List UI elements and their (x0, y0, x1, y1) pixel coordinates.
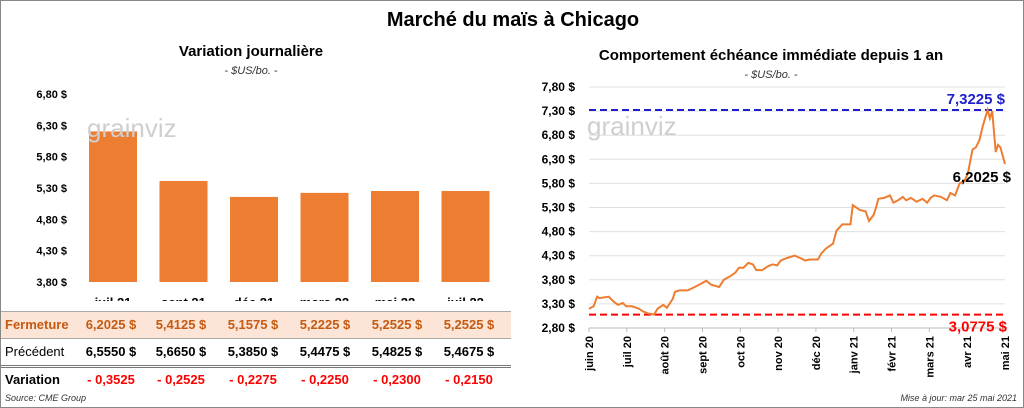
x-tick-label: juin 20 (584, 336, 596, 372)
table-cell: 6,5550 $ (85, 344, 137, 359)
table-cell: 5,4825 $ (371, 344, 423, 359)
last-label: 6,2025 $ (953, 169, 1012, 186)
table-cell: - 0,3525 (87, 372, 135, 387)
x-tick-label: oct 20 (735, 336, 747, 368)
y-tick-label: 5,30 $ (36, 183, 67, 195)
table-row-variation: Variation - 0,3525 - 0,2525 - 0,2275 - 0… (1, 367, 511, 393)
table-cell: 5,3850 $ (227, 344, 279, 359)
table-row-precedent: Précédent 6,5550 $ 5,6650 $ 5,3850 $ 5,4… (1, 339, 511, 368)
table-cell: 5,2525 $ (443, 317, 495, 332)
y-tick-label: 6,30 $ (542, 152, 576, 166)
grainviz-watermark-right: grainviz (587, 111, 677, 141)
table-cell: 5,2225 $ (299, 317, 351, 332)
row-label: Précédent (5, 344, 65, 359)
x-tick-label: mai 22 (375, 295, 415, 301)
table-cell: 5,6650 $ (155, 344, 207, 359)
y-tick-label: 5,30 $ (542, 201, 576, 215)
y-tick-label: 4,80 $ (542, 225, 576, 239)
left-unit: - $US/bo. - (224, 65, 278, 77)
y-tick-label: 5,80 $ (36, 152, 67, 164)
table-cell: 6,2025 $ (85, 317, 137, 332)
price-line (588, 106, 1006, 316)
x-tick-label: juil 20 (622, 336, 634, 368)
table-cell: - 0,2250 (301, 372, 349, 387)
x-tick-label: janv 21 (849, 336, 861, 374)
row-label: Fermeture (5, 317, 69, 332)
y-tick-label: 4,80 $ (36, 214, 67, 226)
y-tick-label: 4,30 $ (36, 246, 67, 258)
x-tick-label: nov 20 (773, 336, 785, 371)
table-cell: 5,4675 $ (443, 344, 495, 359)
x-tick-label: mars 22 (300, 295, 349, 301)
y-tick-label: 7,80 $ (542, 80, 576, 94)
right-unit: - $US/bo. - (744, 69, 798, 81)
max-label: 7,3225 $ (947, 91, 1006, 108)
table-cell: 5,4125 $ (155, 317, 207, 332)
x-tick-label: févr 21 (887, 336, 899, 371)
table-cell: 5,4475 $ (299, 344, 351, 359)
table-cell: - 0,2300 (373, 372, 421, 387)
table-row-fermeture: Fermeture 6,2025 $ 5,4125 $ 5,1575 $ 5,2… (1, 311, 511, 339)
table-cell: - 0,2275 (229, 372, 277, 387)
bar (441, 190, 490, 282)
y-tick-label: 3,80 $ (542, 273, 576, 287)
min-label: 3,0775 $ (949, 319, 1008, 336)
y-tick-label: 5,80 $ (542, 176, 576, 190)
x-tick-label: avr 21 (962, 336, 974, 368)
x-tick-label: déc 21 (234, 295, 274, 301)
update-note: Mise à jour: mar 25 mai 2021 (900, 393, 1017, 403)
bar (300, 192, 349, 282)
y-tick-label: 6,80 $ (542, 128, 576, 142)
x-tick-label: mai 21 (1000, 336, 1012, 370)
bar (159, 180, 208, 282)
grainviz-watermark-left: grainviz (87, 113, 177, 143)
table-cell: 5,2525 $ (371, 317, 423, 332)
line-chart: 2,80 $ 3,30 $ 3,80 $ 4,30 $ 4,80 $ 5,30 $ 5,80… (542, 80, 1012, 378)
x-tick-label: déc 20 (811, 336, 823, 370)
table-cell: - 0,2150 (445, 372, 493, 387)
y-tick-label: 4,30 $ (542, 249, 576, 263)
bar (230, 196, 278, 282)
y-tick-label: 6,80 $ (36, 89, 67, 101)
y-tick-label: 3,80 $ (36, 277, 67, 289)
row-label: Variation (5, 372, 60, 387)
x-tick-label: juil 22 (446, 295, 484, 301)
bar-chart: 3,80 $ 4,30 $ 4,80 $ 5,30 $ 5,80 $ 6,30 $ 6,80… (36, 89, 490, 301)
right-subtitle: Comportement échéance immédiate depuis 1… (598, 47, 944, 64)
bar (89, 131, 137, 282)
table-cell: 5,1575 $ (227, 317, 279, 332)
left-subtitle: Variation journalière (178, 43, 324, 60)
y-tick-label: 2,80 $ (542, 321, 576, 335)
source-note: Source: CME Group (5, 393, 87, 403)
x-tick-label: août 20 (660, 336, 672, 375)
x-tick-label: mars 21 (924, 336, 936, 378)
y-tick-label: 7,30 $ (542, 104, 576, 118)
y-tick-label: 3,30 $ (542, 297, 576, 311)
x-tick-label: sept 21 (161, 295, 206, 301)
x-tick-label: sept 20 (697, 336, 709, 374)
page-title: Marché du maïs à Chicago (386, 9, 640, 31)
x-tick-label: juil 21 (94, 295, 132, 301)
table-cell: - 0,2525 (157, 372, 205, 387)
bar (371, 190, 419, 282)
y-tick-label: 6,30 $ (36, 120, 67, 132)
